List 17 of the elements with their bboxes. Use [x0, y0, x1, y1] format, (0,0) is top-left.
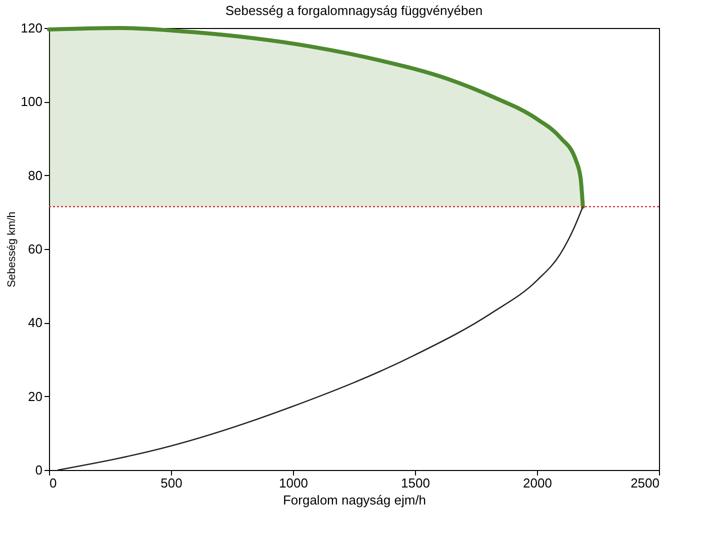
x-axis-title: Forgalom nagyság ejm/h [282, 492, 426, 508]
y-tick-label: 120 [20, 20, 42, 36]
x-tick-label: 2000 [523, 476, 552, 490]
y-axis-title: Sebesség km/h [6, 212, 18, 288]
x-tick-label: 2500 [630, 476, 660, 490]
y-tick-label: 20 [28, 388, 42, 404]
x-tick-label: 1500 [401, 476, 430, 490]
y-tick-label: 100 [20, 94, 42, 110]
x-tick-label: 0 [50, 476, 57, 490]
y-tick-label: 40 [28, 315, 42, 330]
y-tick-label: 0 [35, 462, 42, 478]
chart-title: Sebesség a forgalomnagyság függvényében [225, 3, 483, 18]
y-tick-label: 80 [28, 168, 42, 183]
x-tick-label: 500 [160, 476, 182, 490]
y-tick-label: 60 [28, 242, 42, 256]
x-tick-label: 1000 [279, 476, 308, 490]
line-series [57, 206, 584, 471]
